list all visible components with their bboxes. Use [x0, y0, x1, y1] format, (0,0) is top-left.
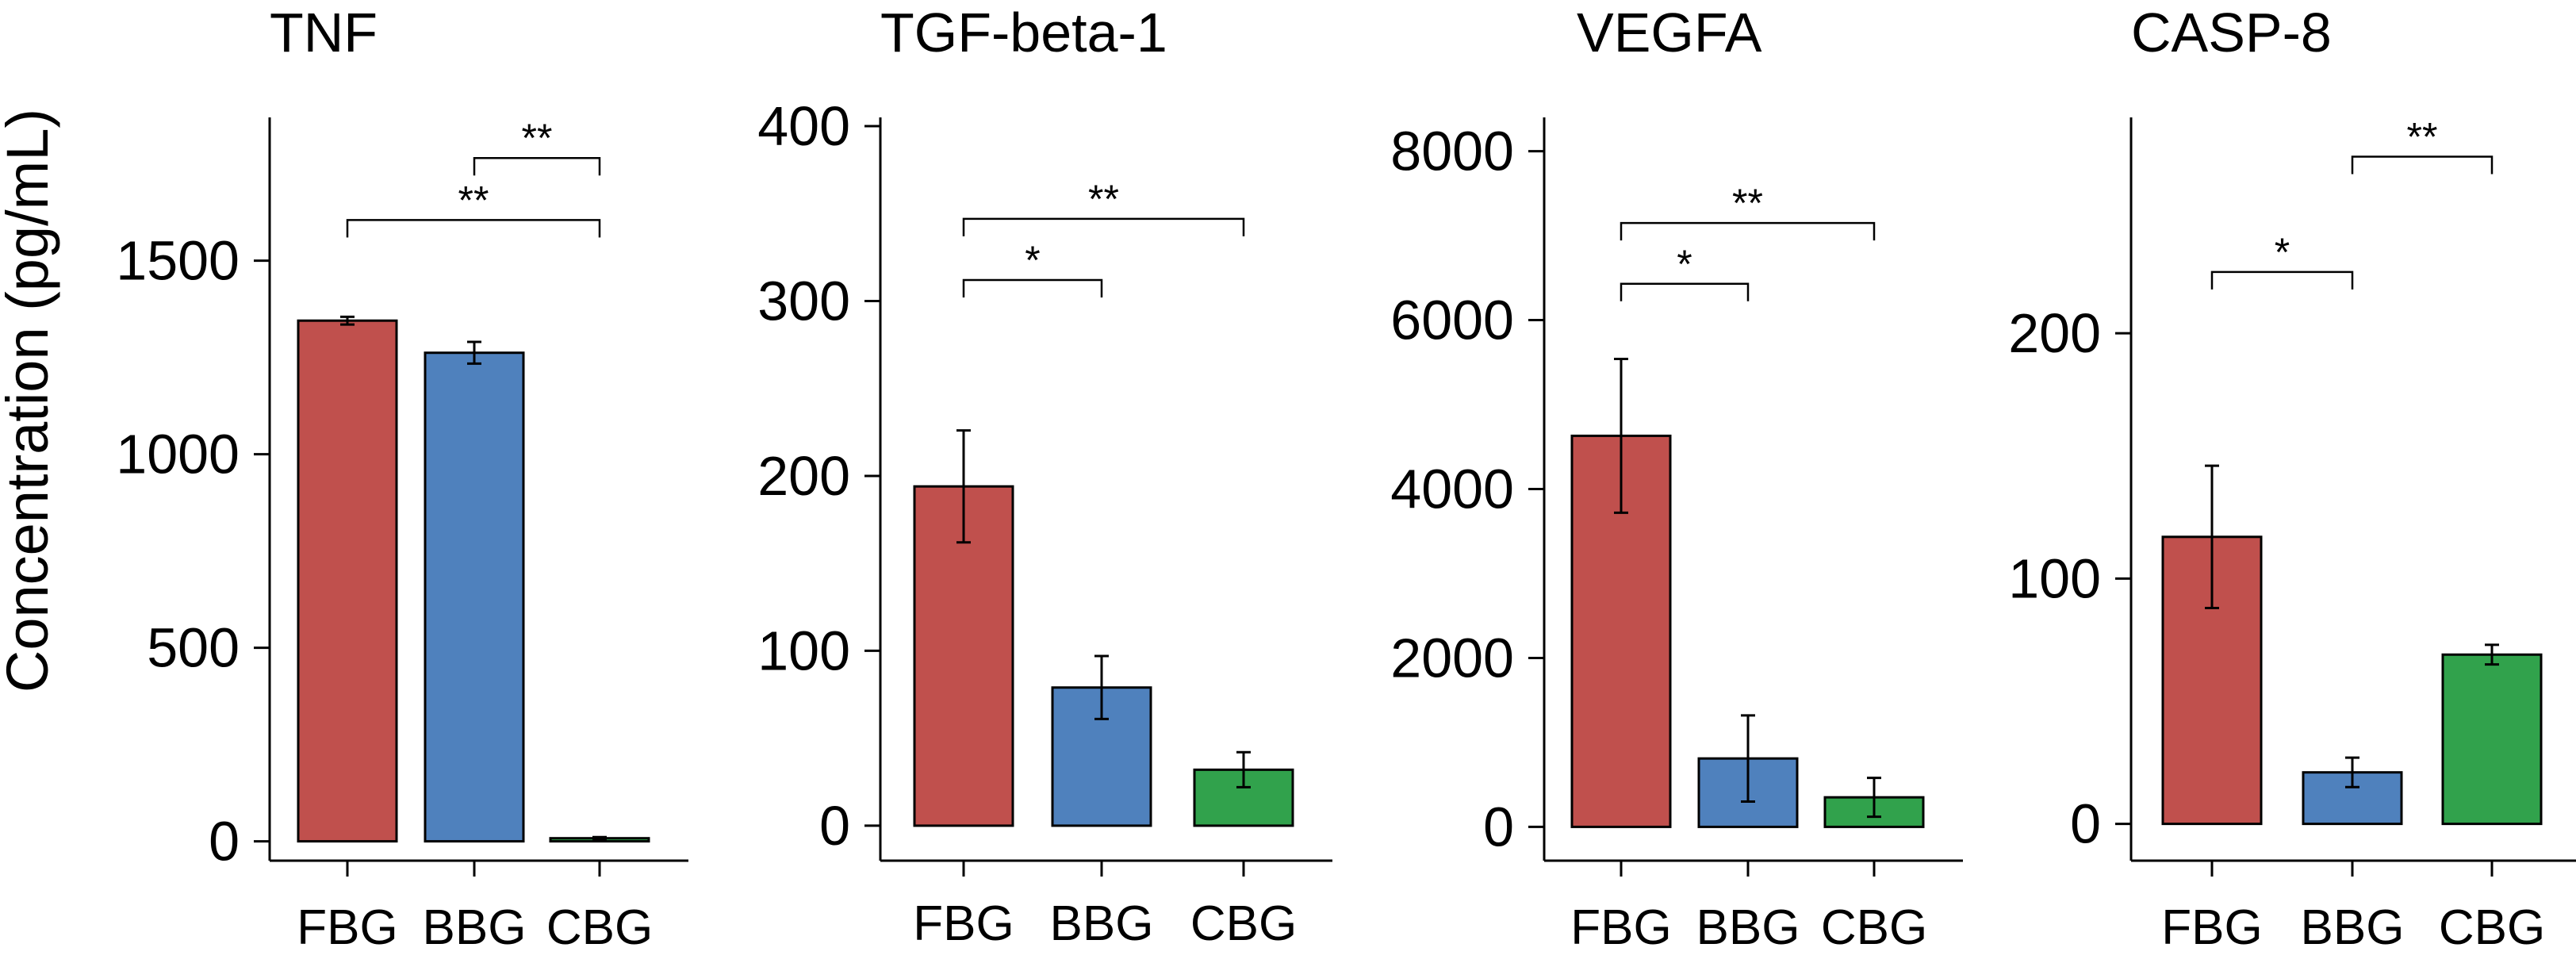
significance-bracket: [1620, 282, 1750, 301]
significance-bracket: [473, 156, 601, 176]
x-tick-label: CBG: [546, 900, 653, 955]
significance-label: *: [2275, 230, 2290, 274]
y-tick-label: 0: [209, 811, 240, 873]
x-tick-label: BBG: [423, 900, 527, 955]
significance-label: *: [1025, 238, 1040, 282]
significance-label: *: [1677, 242, 1692, 286]
chart-title: TNF: [270, 2, 378, 63]
x-tick-label: CBG: [2439, 900, 2545, 955]
chart-title: VEGFA: [1577, 2, 1762, 63]
y-tick-label: 100: [757, 620, 850, 681]
significance-label: **: [1088, 177, 1119, 221]
panel-1: TNF 0 500 1000 1500 FBG BBG CBG ** **: [116, 2, 688, 955]
y-tick-label: 500: [147, 617, 240, 679]
y-tick-label: 400: [757, 95, 850, 157]
y-tick-label: 200: [757, 445, 850, 507]
y-tick-label: 0: [819, 795, 850, 857]
significance-label: **: [522, 116, 553, 160]
chart-title: TGF-beta-1: [880, 2, 1167, 63]
x-tick-label: CBG: [1190, 896, 1297, 951]
bar-fbg: [297, 319, 398, 843]
significance-bracket: [1620, 221, 1876, 241]
y-tick-label: 6000: [1390, 290, 1514, 351]
x-tick-label: FBG: [2161, 900, 2262, 955]
significance-bracket: [2351, 155, 2494, 175]
y-tick-label: 100: [2008, 547, 2101, 609]
x-tick-label: FBG: [297, 900, 397, 955]
y-tick-label: 0: [1483, 796, 1514, 857]
y-tick-label: 4000: [1390, 458, 1514, 520]
x-tick-label: FBG: [913, 896, 1014, 951]
y-tick-label: 0: [2070, 793, 2101, 855]
y-tick-label: 200: [2008, 302, 2101, 364]
significance-label: **: [458, 178, 489, 222]
x-tick-label: BBG: [2301, 900, 2405, 955]
x-tick-label: CBG: [1821, 900, 1927, 955]
significance-bracket: [346, 219, 601, 238]
significance-bracket: [962, 217, 1245, 236]
x-tick-label: BBG: [1696, 900, 1800, 955]
chart-title: CASP-8: [2131, 2, 2332, 63]
x-tick-label: FBG: [1570, 900, 1671, 955]
significance-label: **: [2407, 114, 2438, 159]
y-axis-label: Concentration (pg/mL): [0, 109, 60, 693]
bar-bbg: [424, 351, 525, 843]
x-tick-label: BBG: [1050, 896, 1154, 951]
significance-bracket: [2210, 270, 2354, 290]
significance-label: **: [1732, 181, 1763, 225]
significance-bracket: [962, 278, 1103, 298]
y-tick-label: 1000: [116, 424, 240, 485]
y-tick-label: 2000: [1390, 627, 1514, 689]
y-tick-label: 1500: [116, 230, 240, 292]
y-tick-label: 300: [757, 270, 850, 332]
y-tick-label: 8000: [1390, 121, 1514, 182]
bar-cbg: [2441, 653, 2543, 826]
